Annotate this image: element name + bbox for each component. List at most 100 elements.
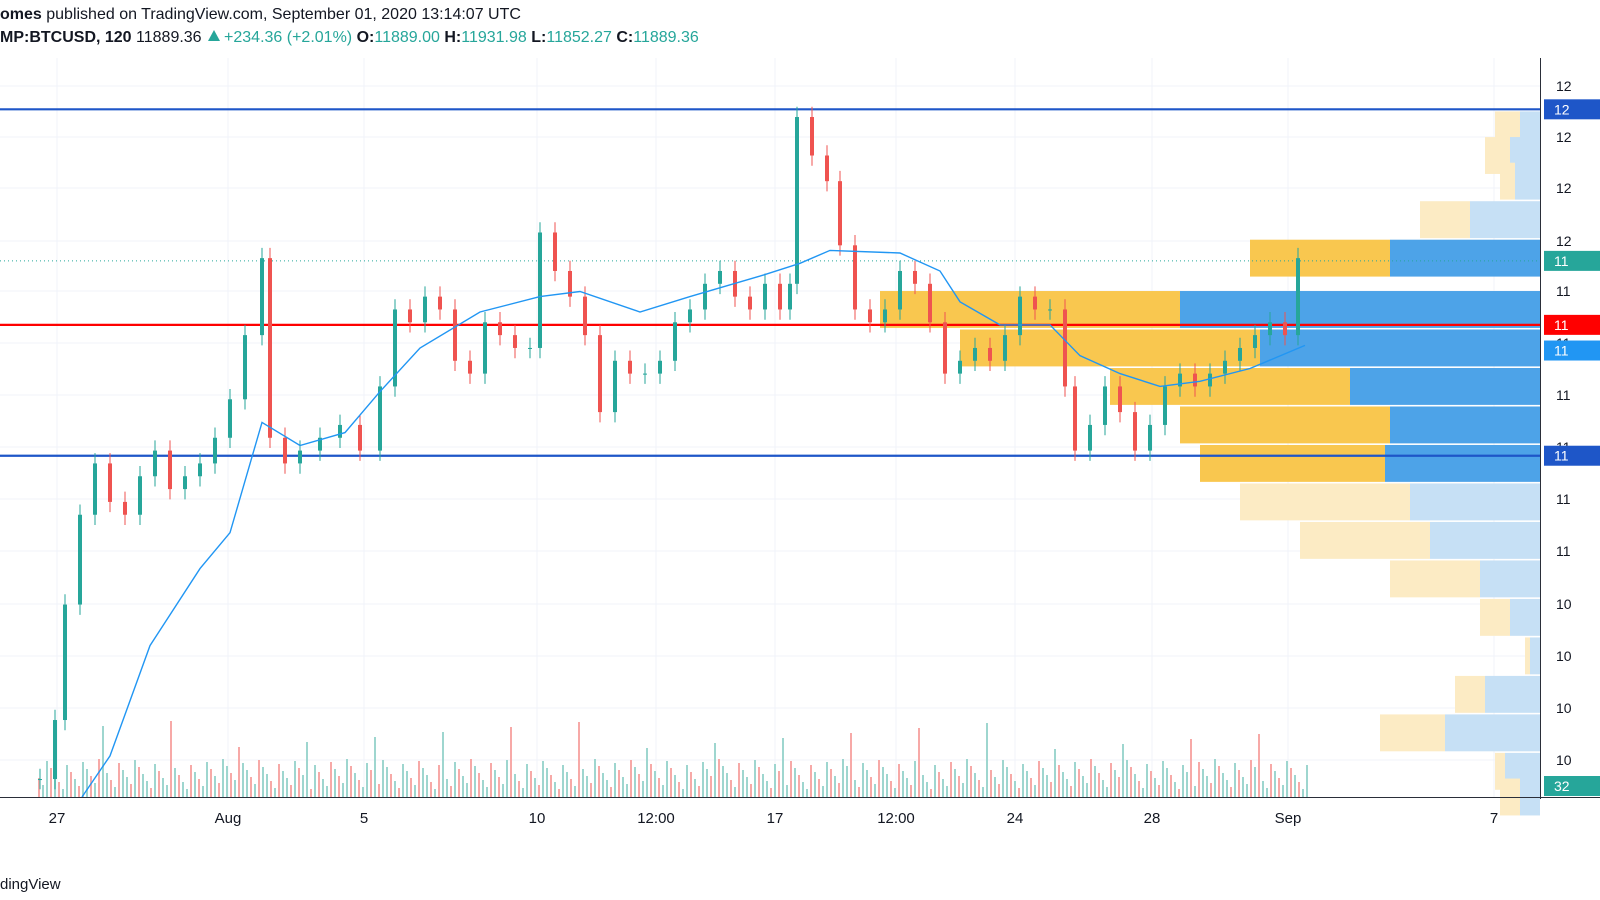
- candle-body: [108, 463, 112, 502]
- volume-bar: [1190, 739, 1192, 797]
- volume-bar: [306, 742, 308, 797]
- vp-up-bar: [1495, 752, 1505, 790]
- volume-bar: [822, 786, 824, 797]
- price-chart[interactable]: 27 Aug 5 10 12:00 17 12:00 24 28 Sep 7 12 12 12 12 11 11…: [0, 55, 1600, 867]
- y-tick-label: 11: [1556, 491, 1571, 507]
- volume-bar: [182, 782, 184, 797]
- volume-bar: [238, 747, 240, 797]
- volume-bar: [738, 763, 740, 797]
- candle-body: [498, 322, 502, 336]
- volume-bar: [686, 765, 688, 797]
- volume-bar: [870, 777, 872, 797]
- volume-bar: [1066, 779, 1068, 797]
- volume-bar: [146, 781, 148, 797]
- candle-body: [788, 283, 792, 310]
- volume-bar: [374, 737, 376, 797]
- volume-bar: [538, 785, 540, 797]
- volume-bar: [974, 773, 976, 797]
- x-tick-label: 17: [767, 810, 784, 827]
- candle-body: [1073, 386, 1077, 451]
- volume-bar: [1306, 765, 1308, 797]
- candle-body: [853, 245, 857, 310]
- volume-bar: [214, 776, 216, 797]
- volume-bar: [826, 762, 828, 797]
- volume-bar: [138, 767, 140, 797]
- volume-bar: [86, 769, 88, 797]
- volume-bar: [506, 760, 508, 797]
- vp-down-bar: [1350, 367, 1540, 405]
- volume-bar: [158, 771, 160, 797]
- vp-down-bar: [1390, 406, 1540, 444]
- candle-body: [228, 399, 232, 438]
- close-value: 11889.36: [633, 29, 699, 46]
- vp-up-bar: [1240, 483, 1410, 521]
- volume-bar: [782, 738, 784, 797]
- candle-body: [183, 476, 187, 490]
- candle-body: [243, 335, 247, 400]
- candle-body: [1033, 296, 1037, 310]
- volume-bar: [1130, 767, 1132, 797]
- volume-bar: [570, 779, 572, 797]
- volume-bar: [722, 766, 724, 797]
- volume-bar: [902, 771, 904, 797]
- vp-down-bar: [1470, 201, 1540, 239]
- volume-bar: [730, 780, 732, 797]
- volume-bar: [426, 775, 428, 797]
- volume-bar: [1158, 785, 1160, 797]
- volume-bar: [470, 759, 472, 797]
- volume-bar: [750, 784, 752, 797]
- candle-body: [468, 360, 472, 374]
- volume-bar: [550, 775, 552, 797]
- candle-body: [810, 117, 814, 156]
- watermark-text: dingView: [0, 876, 61, 893]
- volume-bar: [1078, 769, 1080, 797]
- candle-body: [1018, 296, 1022, 336]
- candle-body: [1088, 424, 1092, 451]
- candle-body: [643, 373, 647, 375]
- y-tick-label: 12: [1556, 180, 1572, 196]
- volume-bar: [1030, 778, 1032, 797]
- volume-bar: [542, 761, 544, 797]
- volume-bar: [150, 788, 152, 797]
- candle-body: [718, 270, 722, 284]
- candle-body: [38, 779, 42, 781]
- volume-bar: [1274, 771, 1276, 797]
- volume-bar: [1282, 785, 1284, 797]
- volume-bar: [990, 770, 992, 797]
- high-value: 11931.98: [461, 29, 527, 46]
- volume-bar: [670, 768, 672, 797]
- candle-body: [1223, 360, 1227, 374]
- volume-bar: [518, 781, 520, 797]
- y-tick-label: 12: [1556, 233, 1572, 249]
- volume-bar: [274, 788, 276, 797]
- volume-bar: [698, 786, 700, 797]
- volume-bar: [1126, 760, 1128, 797]
- candle-body: [673, 322, 677, 361]
- volume-bar: [66, 765, 68, 797]
- volume-bar: [42, 785, 44, 797]
- open-value: 11889.00: [374, 29, 440, 46]
- volume-bar: [586, 776, 588, 797]
- volume-bar: [694, 779, 696, 797]
- volume-bar: [1034, 785, 1036, 797]
- price-tag-label: 11: [1554, 343, 1569, 359]
- volume-bar: [706, 769, 708, 797]
- vp-up-bar: [1380, 714, 1445, 752]
- candle-body: [538, 232, 542, 348]
- volume-bar: [58, 782, 60, 797]
- volume-bar: [814, 772, 816, 797]
- volume-bar: [1122, 744, 1124, 797]
- vp-up-bar: [880, 291, 1180, 328]
- volume-bar: [354, 773, 356, 797]
- volume-bar: [262, 767, 264, 797]
- volume-bar: [562, 765, 564, 797]
- y-tick-label: 10: [1556, 700, 1572, 716]
- volume-bar: [962, 783, 964, 797]
- volume-bar: [494, 770, 496, 797]
- volume-bar: [1014, 781, 1016, 797]
- volume-bar: [178, 775, 180, 797]
- volume-bar: [382, 760, 384, 797]
- volume-bar: [70, 772, 72, 797]
- volume-bar: [810, 765, 812, 797]
- volume-bar: [410, 778, 412, 797]
